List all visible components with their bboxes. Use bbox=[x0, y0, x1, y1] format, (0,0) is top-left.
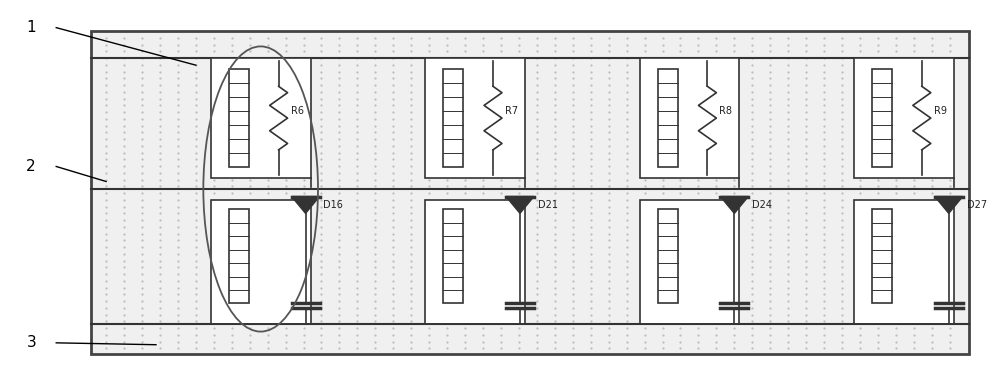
Bar bbox=[211, 200, 311, 324]
Bar bbox=[229, 69, 249, 167]
Bar bbox=[443, 209, 463, 304]
Bar bbox=[640, 200, 739, 324]
Bar bbox=[211, 58, 311, 178]
Polygon shape bbox=[720, 197, 748, 214]
Text: 2: 2 bbox=[26, 159, 36, 174]
Bar bbox=[443, 69, 463, 167]
Text: D16: D16 bbox=[323, 200, 343, 210]
Bar bbox=[229, 209, 249, 304]
Bar bbox=[854, 200, 954, 324]
Bar bbox=[658, 69, 678, 167]
Polygon shape bbox=[292, 197, 320, 214]
Bar bbox=[854, 58, 954, 178]
Bar bbox=[91, 31, 969, 354]
Bar bbox=[425, 200, 525, 324]
Bar bbox=[658, 209, 678, 304]
Text: D27: D27 bbox=[967, 200, 987, 210]
Text: R9: R9 bbox=[934, 105, 947, 116]
Polygon shape bbox=[935, 197, 963, 214]
Text: R8: R8 bbox=[719, 105, 732, 116]
Text: D21: D21 bbox=[538, 200, 558, 210]
Bar bbox=[872, 69, 892, 167]
Text: R6: R6 bbox=[291, 105, 304, 116]
Bar bbox=[872, 209, 892, 304]
Bar bbox=[425, 58, 525, 178]
Text: D24: D24 bbox=[752, 200, 772, 210]
Text: R7: R7 bbox=[505, 105, 518, 116]
Text: 3: 3 bbox=[26, 335, 36, 350]
Text: 1: 1 bbox=[26, 20, 36, 35]
Bar bbox=[640, 58, 739, 178]
Polygon shape bbox=[506, 197, 534, 214]
